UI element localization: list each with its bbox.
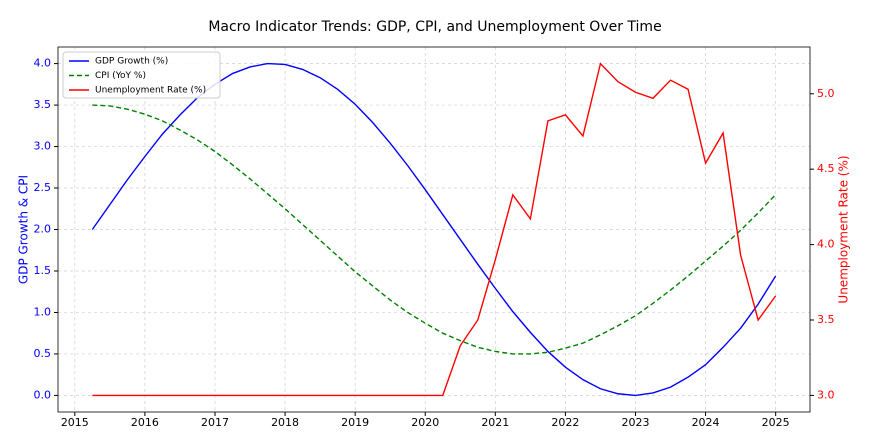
x-tick-label: 2017 xyxy=(201,416,229,429)
y-tick-label: 3.5 xyxy=(34,98,52,111)
y2-tick-label: 3.5 xyxy=(817,313,835,326)
series-line xyxy=(92,62,777,397)
legend: GDP Growth (%) CPI (YoY %) Unemployment Ra… xyxy=(62,51,221,99)
chart-title: Macro Indicator Trends: GDP, CPI, and Un… xyxy=(208,19,661,35)
legend-label: CPI (YoY %) xyxy=(95,71,146,81)
y-tick-label: 0.0 xyxy=(34,388,52,401)
legend-label: GDP Growth (%) xyxy=(95,57,168,67)
y-axis-label: GDP Growth & CPI xyxy=(17,175,31,284)
x-tick-label: 2016 xyxy=(131,416,159,429)
x-tick-label: 2024 xyxy=(692,416,720,429)
y2-axis-label: Unemployment Rate (%) xyxy=(837,155,851,303)
y2-tick-label: 5.0 xyxy=(817,87,835,100)
x-tick-label: 2019 xyxy=(341,416,369,429)
x-tick-label: 2018 xyxy=(271,416,299,429)
y-tick-label: 2.0 xyxy=(34,223,52,236)
y2-tick-label: 4.0 xyxy=(817,238,835,251)
series-line xyxy=(91,62,777,397)
legend-label: Unemployment Rate (%) xyxy=(95,86,206,96)
y-tick-label: 0.5 xyxy=(34,347,52,360)
x-tick-label: 2015 xyxy=(61,416,89,429)
legend-box xyxy=(62,51,221,99)
x-tick-label: 2022 xyxy=(551,416,579,429)
series-line xyxy=(92,104,777,355)
y-tick-label: 1.5 xyxy=(34,264,52,277)
y-tick-label: 1.0 xyxy=(34,305,52,318)
x-tick-label: 2025 xyxy=(762,416,790,429)
x-tick-label: 2021 xyxy=(481,416,509,429)
plot-frame xyxy=(57,46,811,413)
y-tick-label: 3.0 xyxy=(34,140,52,153)
x-tick-label: 2020 xyxy=(411,416,439,429)
y2-tick-label: 3.0 xyxy=(817,388,835,401)
y-tick-label: 2.5 xyxy=(34,181,52,194)
y-tick-label: 4.0 xyxy=(34,57,52,70)
x-tick-label: 2023 xyxy=(621,416,649,429)
y2-tick-label: 4.5 xyxy=(817,162,835,175)
